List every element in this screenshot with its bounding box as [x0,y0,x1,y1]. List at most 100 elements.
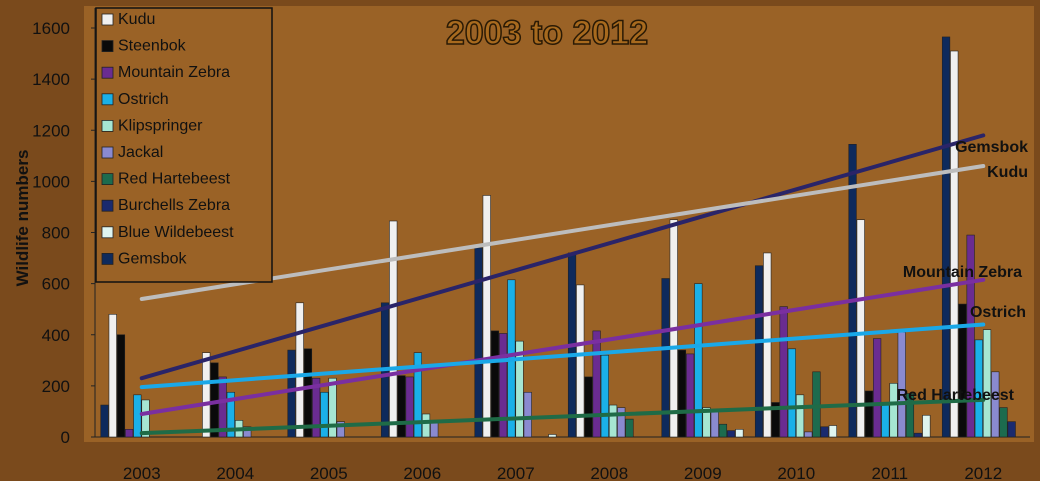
y-tick-label: 1000 [32,172,70,191]
trendline-kudu [139,164,986,301]
bar-kudu [856,219,865,438]
bar-burchells-zebra [914,432,923,438]
legend-entry: Kudu [118,11,155,28]
legend-swatch [101,40,114,52]
trendline-red-hartebeest [139,397,986,436]
y-axis-label: Wildlife numbers [13,150,32,287]
legend-swatch [101,66,114,79]
trendline-gemsbok [139,133,986,381]
x-tick-label: 2009 [684,464,722,481]
bar-burchells-zebra [820,426,829,438]
trendline-labels: Gemsbok Kudu Mountain Zebra Ostrich Red Hart… [897,139,1028,404]
trendline-mountain-zebra [139,277,986,416]
bar-klipspringer [982,329,992,438]
legend-entry: Ostrich [118,91,169,108]
bar-red-hartebeest [999,407,1008,438]
bar-kudu [763,252,772,438]
bar-klipspringer [795,394,805,438]
bar-red-hartebeest [812,371,821,438]
bar-gemsbok [474,247,483,438]
trendline-label: Gemsbok [955,139,1028,156]
bar-ostrich [226,391,235,438]
bar-mountain-zebra [218,376,227,438]
bar-klipspringer [141,399,150,438]
bar-kudu [482,195,491,438]
bar-ostrich [974,339,983,438]
bar-ostrich [413,352,422,438]
legend-swatch [101,173,114,186]
bar-ostrich [600,354,609,438]
y-tick-label: 400 [42,326,70,345]
legend-entry: Red Hartebeest [118,171,231,188]
axes: 0 200 400 600 800 1000 1200 1400 1600 2003 2004 200… [32,8,1030,481]
bar-klipspringer [328,377,337,438]
bar-steenbok [864,390,874,438]
legend-entry: Klipspringer [118,117,203,134]
bar-gemsbok [100,404,109,438]
bar-red-hartebeest [905,393,915,438]
y-tick-label: 1600 [32,19,70,38]
bar-burchells-zebra [1007,421,1016,438]
bar-jackal [804,431,813,438]
x-tick-label: 2007 [497,464,535,481]
bar-blue-wildebeest [735,429,744,438]
x-tick-label: 2004 [216,464,254,481]
chart-title: 2003 to 2012 [446,14,648,52]
legend-swatch [101,252,114,265]
bar-gemsbok [661,278,670,438]
bar-kudu [295,302,304,438]
trendline-label: Mountain Zebra [903,264,1022,281]
bar-klipspringer [608,404,618,438]
trendline-label: Red Hartebeest [897,387,1015,404]
trendline-label: Kudu [987,164,1028,181]
bar-mountain-zebra [873,338,882,438]
bar-steenbok [303,348,313,438]
trendlines [139,133,986,436]
y-tick-label: 0 [61,428,70,447]
x-tick-label: 2003 [123,464,161,481]
bar-jackal [430,421,439,438]
bar-gemsbok [848,144,857,438]
bar-klipspringer [421,413,431,438]
bar-jackal [336,421,345,438]
legend-entry: Gemsbok [118,250,187,267]
bar-jackal [991,371,1000,438]
bar-klipspringer [702,407,711,438]
bar-ostrich [133,394,142,438]
bar-steenbok [677,349,687,438]
bar-blue-wildebeest [828,425,837,438]
bar-mountain-zebra [966,234,975,438]
x-tick-label: 2008 [590,464,628,481]
bar-gemsbok [941,36,951,438]
bar-steenbok [397,375,406,438]
trendline-label: Ostrich [970,304,1026,321]
bar-jackal [710,411,719,438]
bar-red-hartebeest [625,418,634,438]
bar-mountain-zebra [686,353,695,438]
y-tick-label: 200 [42,377,70,396]
bar-mountain-zebra [779,306,788,438]
bar-steenbok [210,362,219,438]
legend-swatch [101,146,114,159]
bar-steenbok [116,334,126,438]
y-tick-label: 800 [42,224,70,243]
bar-steenbok [490,330,500,438]
bar-klipspringer [515,340,524,438]
bar-gemsbok [287,349,296,438]
bar-kudu [202,352,211,438]
bar-jackal [617,407,626,438]
bar-jackal [243,426,252,438]
bar-red-hartebeest [718,423,728,438]
legend-swatch [101,13,114,26]
bar-mountain-zebra [499,333,508,438]
bar-mountain-zebra [405,376,414,438]
x-tick-label: 2010 [777,464,815,481]
legend-box [95,7,273,283]
bar-kudu [576,284,585,438]
bar-mountain-zebra [592,330,601,438]
bar-steenbok [958,303,967,438]
y-tick-label: 600 [42,275,70,294]
bar-blue-wildebeest [922,414,931,438]
legend-swatch [101,93,114,106]
